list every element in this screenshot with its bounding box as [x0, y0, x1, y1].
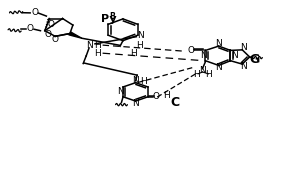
Polygon shape: [69, 32, 82, 38]
Text: H: H: [136, 41, 143, 50]
Text: H: H: [163, 91, 170, 100]
Text: O: O: [27, 24, 34, 33]
Text: N: N: [133, 76, 139, 85]
Text: C: C: [170, 96, 179, 109]
Text: N: N: [240, 62, 247, 71]
Text: H: H: [94, 41, 101, 50]
Text: H: H: [130, 49, 137, 58]
Text: N: N: [117, 87, 123, 96]
Text: N: N: [231, 51, 238, 60]
Text: N: N: [215, 63, 222, 72]
Text: H: H: [193, 70, 200, 79]
Text: N: N: [215, 39, 222, 48]
Text: O: O: [187, 46, 194, 55]
Text: N: N: [86, 41, 92, 50]
Text: O: O: [153, 92, 160, 101]
Text: H: H: [141, 77, 147, 86]
Text: H: H: [205, 70, 212, 79]
Text: N: N: [132, 99, 139, 108]
Text: N: N: [137, 31, 144, 40]
Text: N: N: [199, 66, 206, 75]
Text: O: O: [31, 8, 38, 17]
Text: N: N: [240, 43, 247, 52]
Text: O: O: [48, 20, 55, 29]
Text: O: O: [52, 35, 59, 44]
Text: Py: Py: [101, 14, 117, 23]
Text: O: O: [44, 30, 51, 39]
Text: G: G: [250, 53, 260, 66]
Text: H: H: [94, 49, 101, 58]
Text: B: B: [109, 12, 115, 21]
Text: N: N: [200, 51, 207, 60]
